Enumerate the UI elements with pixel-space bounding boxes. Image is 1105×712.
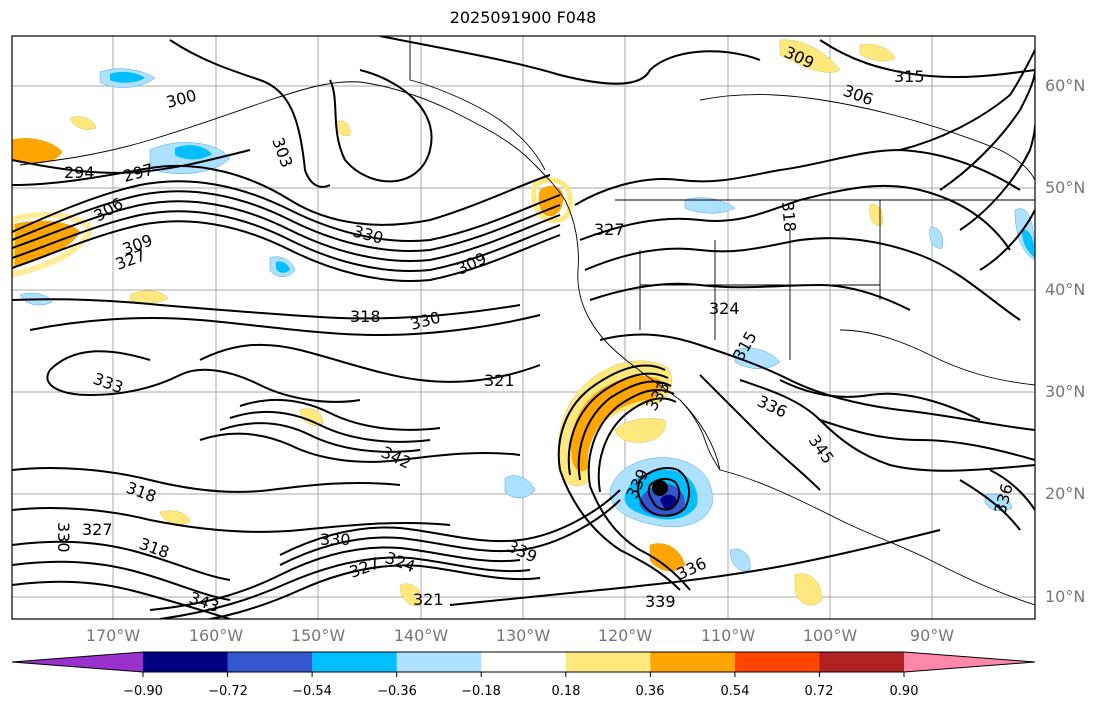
colorbar bbox=[11, 651, 1036, 677]
lon-label: 170°W bbox=[85, 626, 141, 645]
contour-label: 330 bbox=[54, 522, 73, 553]
colorbar-tick-label: −0.54 bbox=[292, 684, 332, 699]
colorbar-tick-label: 0.72 bbox=[804, 684, 834, 699]
lon-label: 130°W bbox=[495, 626, 551, 645]
colorbar-swatch bbox=[565, 652, 651, 672]
contour-label: 321 bbox=[413, 590, 444, 609]
height-contours bbox=[12, 36, 1035, 619]
contour-label: 327 bbox=[594, 220, 625, 239]
contour-label: 330 bbox=[320, 530, 351, 549]
coastlines bbox=[19, 36, 1035, 606]
lat-label: 30°N bbox=[1045, 382, 1086, 401]
lon-label: 90°W bbox=[909, 626, 955, 645]
lat-label: 60°N bbox=[1045, 76, 1086, 95]
colorbar-tick-label: −0.90 bbox=[123, 684, 163, 699]
colorbar-swatch bbox=[481, 652, 567, 672]
colorbar-swatch bbox=[650, 652, 736, 672]
colorbar-swatch bbox=[734, 652, 820, 672]
colorbar-tick-label: 0.36 bbox=[635, 684, 665, 699]
colorbar-swatch bbox=[396, 652, 482, 672]
map-border bbox=[11, 35, 1036, 620]
lat-label: 10°N bbox=[1045, 587, 1086, 606]
lon-label: 150°W bbox=[290, 626, 346, 645]
contour-label: 327 bbox=[82, 520, 113, 539]
colorbar-tick-label: 0.54 bbox=[720, 684, 750, 699]
lon-label: 110°W bbox=[700, 626, 756, 645]
colorbar-extend-low bbox=[12, 652, 143, 672]
colorbar-tick-label: −0.72 bbox=[208, 684, 248, 699]
lon-label: 100°W bbox=[802, 626, 858, 645]
colorbar-extend-high bbox=[904, 652, 1035, 672]
colorbar-swatch bbox=[143, 652, 229, 672]
colorbar-tick-label: 0.18 bbox=[551, 684, 581, 699]
contour-label: 318 bbox=[350, 307, 381, 326]
colorbar-tick-label: −0.36 bbox=[377, 684, 417, 699]
contour-label: 321 bbox=[484, 371, 515, 390]
colorbar-swatch bbox=[227, 652, 313, 672]
contour-label: 315 bbox=[894, 67, 925, 86]
contour-label: 294 bbox=[64, 163, 95, 182]
lon-label: 140°W bbox=[393, 626, 449, 645]
lat-label: 40°N bbox=[1045, 280, 1086, 299]
contour-label: 318 bbox=[778, 201, 800, 233]
colorbar-swatch bbox=[312, 652, 398, 672]
lat-label: 50°N bbox=[1045, 178, 1086, 197]
lat-label: 20°N bbox=[1045, 484, 1086, 503]
lon-label: 160°W bbox=[188, 626, 244, 645]
contour-label: 324 bbox=[709, 299, 740, 318]
lon-label: 120°W bbox=[597, 626, 653, 645]
storm-center-dot bbox=[652, 480, 668, 496]
map-title: 2025091900 F048 bbox=[449, 8, 597, 27]
colorbar-tick-label: 0.90 bbox=[889, 684, 919, 699]
colorbar-tick-label: −0.18 bbox=[461, 684, 501, 699]
contour-label: 339 bbox=[645, 592, 676, 611]
colorbar-swatch bbox=[819, 652, 905, 672]
